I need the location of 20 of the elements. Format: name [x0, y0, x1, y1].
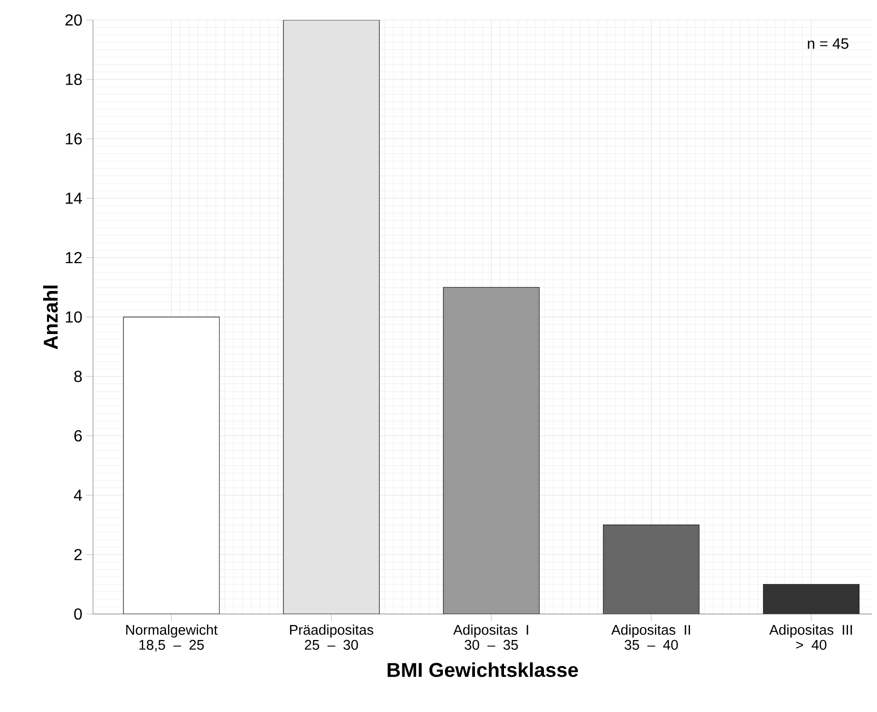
annotation: n = 45 — [808, 38, 848, 49]
y-tick-label: 18 — [66, 74, 82, 86]
x-tick-label: Adipositas III > 40 — [769, 624, 852, 650]
y-axis-title: Anzahl — [43, 286, 58, 350]
y-tick-label: 12 — [66, 252, 82, 264]
y-tick-label: 10 — [66, 311, 82, 323]
y-tick-label: 2 — [74, 549, 82, 560]
x-tick-label: Adipositas II 35 – 40 — [611, 624, 690, 650]
x-tick-label: Normalgewicht 18,5 – 25 — [126, 624, 218, 652]
bar — [123, 316, 220, 614]
y-tick-label: 4 — [74, 490, 82, 501]
y-tick-label: 14 — [66, 192, 82, 204]
y-tick-label: 0 — [74, 608, 82, 620]
y-tick-label: 20 — [65, 14, 82, 26]
x-axis-title: BMI Gewichtsklasse — [388, 662, 578, 678]
y-tick-label: 8 — [74, 370, 82, 382]
x-tick-label: Adipositas I 30 – 35 — [453, 624, 528, 650]
x-tick-label: Präadipositas 25 – 30 — [290, 624, 374, 650]
y-tick-label: 6 — [74, 430, 82, 442]
y-tick-label: 16 — [66, 133, 82, 144]
